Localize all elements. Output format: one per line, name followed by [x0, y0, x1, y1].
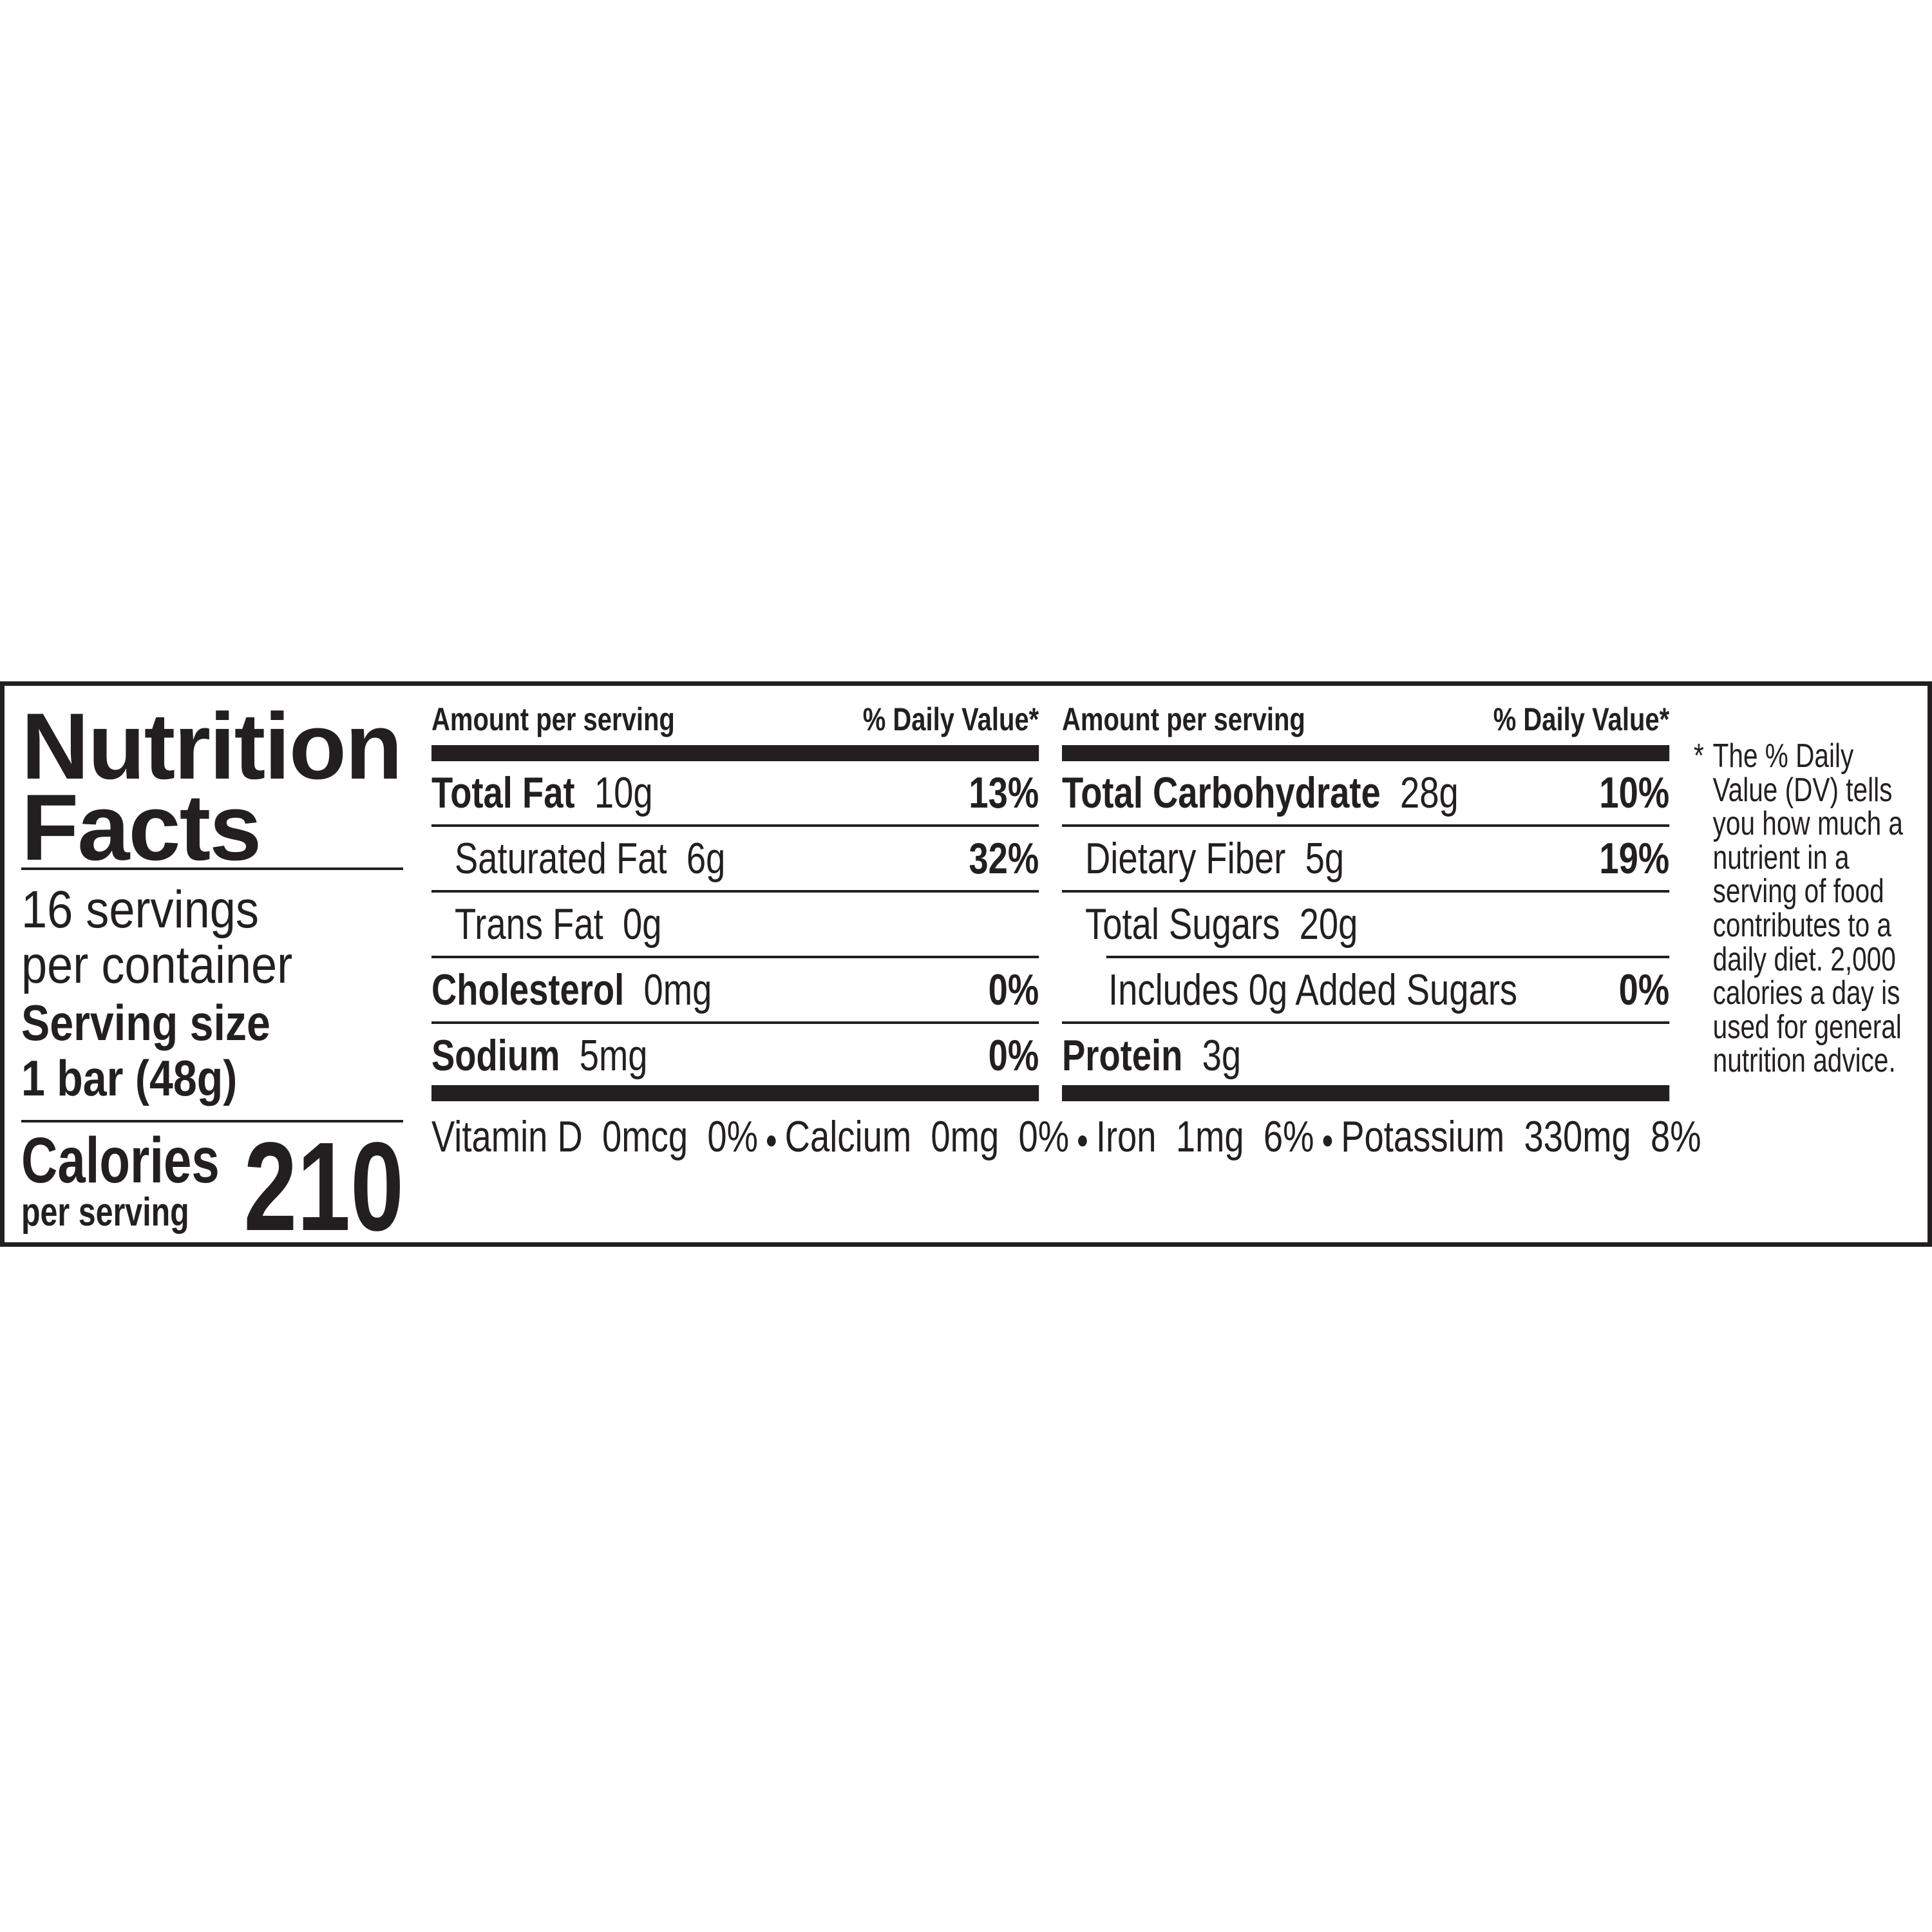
title-facts: Facts	[21, 775, 261, 880]
calories-label: Calories	[21, 1124, 220, 1197]
calories-sublabel: per serving	[21, 1190, 189, 1235]
nutrition-facts-panel	[0, 681, 1932, 1247]
servings-per-container: 16 servings per container	[21, 882, 330, 993]
calcium: Calcium 0mg 0%	[784, 1112, 1070, 1161]
nutrient-amount: 10g	[594, 768, 653, 817]
nutrient-name: Sodium	[431, 1031, 560, 1080]
amount-per-serving-label: Amount per serving	[431, 701, 675, 737]
nutrient-name: Total Fat	[431, 768, 575, 817]
daily-value-footnote: * The % Daily Value (DV) tells you how m…	[1694, 739, 1905, 1078]
nutrient-row-trans-fat: Trans Fat 0g	[431, 893, 1039, 958]
nutrient-row-sodium: Sodium 5mg 0%	[431, 1024, 1039, 1085]
nutrient-amount: 0mg	[643, 965, 712, 1014]
footnote-asterisk: *	[1694, 737, 1704, 775]
column-header: Amount per serving % Daily Value*	[1062, 702, 1669, 737]
nutrient-dv: 0%	[1618, 965, 1670, 1014]
calories-label-block: Calories per serving	[21, 1128, 276, 1233]
iron: Iron 1mg 6%	[1095, 1112, 1314, 1161]
calories-value: 210	[243, 1116, 404, 1257]
thick-divider	[431, 1085, 1039, 1101]
title-nutrition: Nutrition	[21, 694, 402, 799]
divider	[21, 1120, 403, 1122]
nutrient-row-dietary-fiber: Dietary Fiber 5g 19%	[1062, 827, 1670, 893]
nutrient-dv: 0%	[988, 965, 1039, 1014]
calories-value-wrap: 210	[193, 1116, 404, 1257]
footnote-text: The % Daily Value (DV) tells you how muc…	[1712, 737, 1903, 1080]
nutrient-dv: 10%	[1599, 768, 1670, 817]
nutrient-row-total-sugars: Total Sugars 20g	[1062, 893, 1670, 958]
nutrient-name: Total Sugars	[1085, 900, 1280, 949]
nutrient-row-cholesterol: Cholesterol 0mg 0%	[431, 958, 1039, 1024]
nutrient-amount: 3g	[1202, 1031, 1242, 1080]
nutrient-row-total-carbohydrate: Total Carbohydrate 28g 10%	[1062, 761, 1670, 827]
servings-count: 16 servings	[21, 880, 260, 939]
thick-divider	[431, 745, 1039, 761]
bullet-separator: ●	[765, 1126, 778, 1155]
nutrient-row-added-sugars: Includes 0g Added Sugars 0%	[1062, 958, 1670, 1024]
nutrient-name: Includes 0g Added Sugars	[1108, 965, 1518, 1014]
vitamins-minerals-line: Vitamin D 0mcg 0% ● Calcium 0mg 0% ● Iron 1m…	[431, 1111, 1701, 1166]
nutrient-name: Trans Fat	[455, 900, 603, 949]
serving-size: Serving size 1 bar (48g)	[21, 995, 314, 1106]
nutrient-amount: 5mg	[579, 1031, 648, 1080]
nutrient-dv: 19%	[1599, 834, 1670, 883]
nutrient-name: Protein	[1062, 1031, 1183, 1080]
nutrient-row-protein: Protein 3g	[1062, 1024, 1669, 1085]
nutrient-name: Dietary Fiber	[1085, 834, 1286, 883]
nutrient-amount: 0g	[622, 900, 662, 949]
divider	[21, 867, 403, 870]
nutrient-row-saturated-fat: Saturated Fat 6g 32%	[431, 827, 1039, 893]
serving-size-label: Serving size	[21, 994, 270, 1051]
indented-divider	[1106, 956, 1670, 958]
servings-container: per container	[21, 936, 293, 994]
nutrient-column-1: Amount per serving % Daily Value* Total …	[431, 702, 1039, 1101]
daily-value-label: % Daily Value*	[862, 701, 1039, 737]
nutrient-row-total-fat: Total Fat 10g 13%	[431, 761, 1039, 827]
nutrient-dv: 0%	[988, 1031, 1039, 1080]
thick-divider	[1062, 745, 1670, 761]
nutrient-amount: 28g	[1399, 768, 1459, 817]
nutrient-name: Cholesterol	[431, 965, 625, 1014]
nutrient-amount: 5g	[1305, 834, 1345, 883]
bullet-separator: ●	[1321, 1126, 1334, 1155]
vitamin-d: Vitamin D 0mcg 0%	[431, 1112, 758, 1161]
bullet-separator: ●	[1076, 1126, 1089, 1155]
nutrient-name: Total Carbohydrate	[1062, 768, 1381, 817]
nutrient-amount: 20g	[1299, 900, 1358, 949]
thick-divider	[1062, 1085, 1670, 1101]
nutrient-amount: 6g	[686, 834, 726, 883]
nutrient-name: Saturated Fat	[455, 834, 667, 883]
nutrient-dv: 32%	[969, 834, 1039, 883]
column-header: Amount per serving % Daily Value*	[431, 702, 1039, 737]
serving-size-value: 1 bar (48g)	[21, 1050, 238, 1106]
potassium: Potassium 330mg 8%	[1341, 1112, 1701, 1161]
nutrient-dv: 13%	[969, 768, 1039, 817]
daily-value-label: % Daily Value*	[1493, 701, 1670, 737]
nutrient-column-2: Amount per serving % Daily Value* Total …	[1062, 702, 1670, 1101]
amount-per-serving-label: Amount per serving	[1062, 701, 1305, 737]
